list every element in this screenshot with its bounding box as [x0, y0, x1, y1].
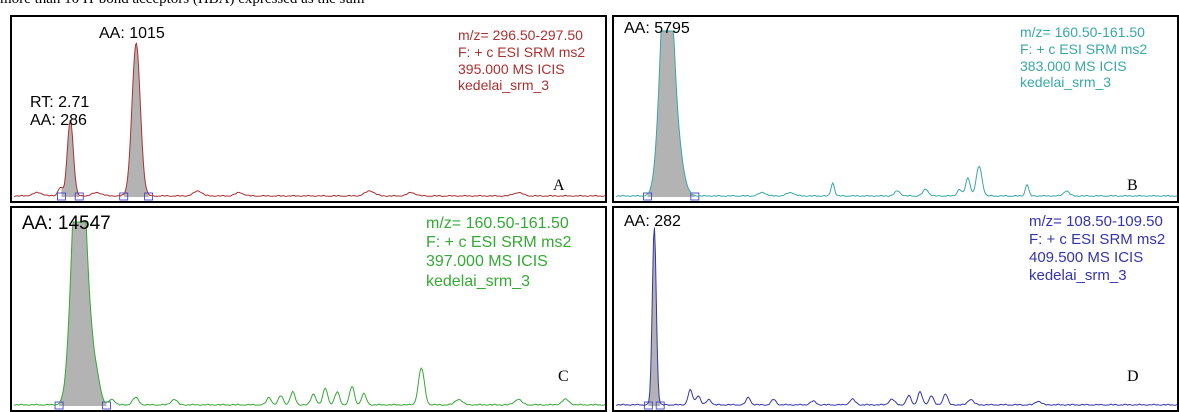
- scan-info-block: m/z= 296.50-297.50 F: + c ESI SRM ms2 39…: [458, 27, 585, 94]
- intensity-value: 395.000 MS ICIS: [458, 60, 565, 77]
- peak-area-fill: [61, 119, 80, 197]
- sample-name: kedelai_srm_3: [426, 272, 531, 290]
- chromatogram-plot-a: [13, 42, 605, 201]
- scan-info-block: m/z= 160.50-161.50 F: + c ESI SRM ms2 39…: [426, 214, 571, 291]
- scan-filter: F: + c ESI SRM ms2: [458, 43, 586, 60]
- integration-marker: [56, 192, 66, 201]
- peak-area-label: AA: 14547: [22, 213, 111, 234]
- peak-area-label: AA: 282: [624, 213, 681, 230]
- chromatogram-plot-c: [13, 221, 605, 410]
- peak-area-label: AA: 1015: [99, 25, 165, 42]
- chromatogram-panel-d: AA: 282 m/z= 108.50-109.50 F: + c ESI SR…: [612, 206, 1179, 412]
- intensity-value: 383.000 MS ICIS: [1020, 57, 1127, 74]
- mz-range: m/z= 108.50-109.50: [1029, 213, 1163, 230]
- caption-fragment: more than 10 H-bond acceptors (HBA) expr…: [0, 0, 364, 8]
- secondary-area-value: AA: 286: [30, 112, 87, 130]
- retention-time-label: RT: 2.71 AA: 286: [30, 94, 89, 131]
- scan-info-block: m/z= 108.50-109.50 F: + c ESI SRM ms2 40…: [1029, 213, 1165, 285]
- scan-info-block: m/z= 160.50-161.50 F: + c ESI SRM ms2 38…: [1020, 24, 1147, 91]
- peak-area-fill: [123, 42, 149, 197]
- chromatogram-panel-b: AA: 5795 m/z= 160.50-161.50 F: + c ESI S…: [612, 15, 1179, 203]
- sample-name: kedelai_srm_3: [458, 77, 550, 94]
- panel-letter: B: [1127, 177, 1138, 194]
- panel-letter: D: [1127, 368, 1139, 385]
- chromatogram-trace: [615, 30, 1177, 197]
- scan-filter: F: + c ESI SRM ms2: [1029, 231, 1166, 248]
- intensity-value: 397.000 MS ICIS: [426, 253, 548, 271]
- chromatogram-plot-d: [615, 226, 1177, 410]
- panel-letter: C: [558, 368, 569, 385]
- integration-marker: [74, 192, 84, 201]
- integration-marker: [54, 401, 64, 410]
- chromatogram-trace: [615, 227, 1177, 406]
- sample-name: kedelai_srm_3: [1020, 74, 1112, 91]
- chromatogram-plot-b: [615, 30, 1177, 201]
- rt-value: RT: 2.71: [30, 94, 90, 111]
- mz-range: m/z= 160.50-161.50: [1020, 24, 1145, 40]
- mz-range: m/z= 296.50-297.50: [458, 27, 583, 43]
- chromatogram-panel-c: AA: 14547 m/z= 160.50-161.50 F: + c ESI …: [10, 206, 607, 412]
- peak-area-fill: [647, 31, 695, 197]
- intensity-value: 409.500 MS ICIS: [1029, 249, 1144, 266]
- peak-area-fill: [59, 222, 107, 406]
- scan-filter: F: + c ESI SRM ms2: [426, 234, 572, 252]
- chromatogram-trace: [13, 221, 605, 406]
- peak-area-label: AA: 5795: [624, 20, 690, 37]
- mz-range: m/z= 160.50-161.50: [426, 215, 569, 232]
- sample-name: kedelai_srm_3: [1029, 267, 1127, 284]
- panel-letter: A: [553, 177, 565, 194]
- chromatogram-panel-a: AA: 1015 RT: 2.71 AA: 286 m/z= 296.50-29…: [10, 15, 607, 203]
- chromatogram-trace: [13, 42, 605, 197]
- scan-filter: F: + c ESI SRM ms2: [1020, 40, 1148, 57]
